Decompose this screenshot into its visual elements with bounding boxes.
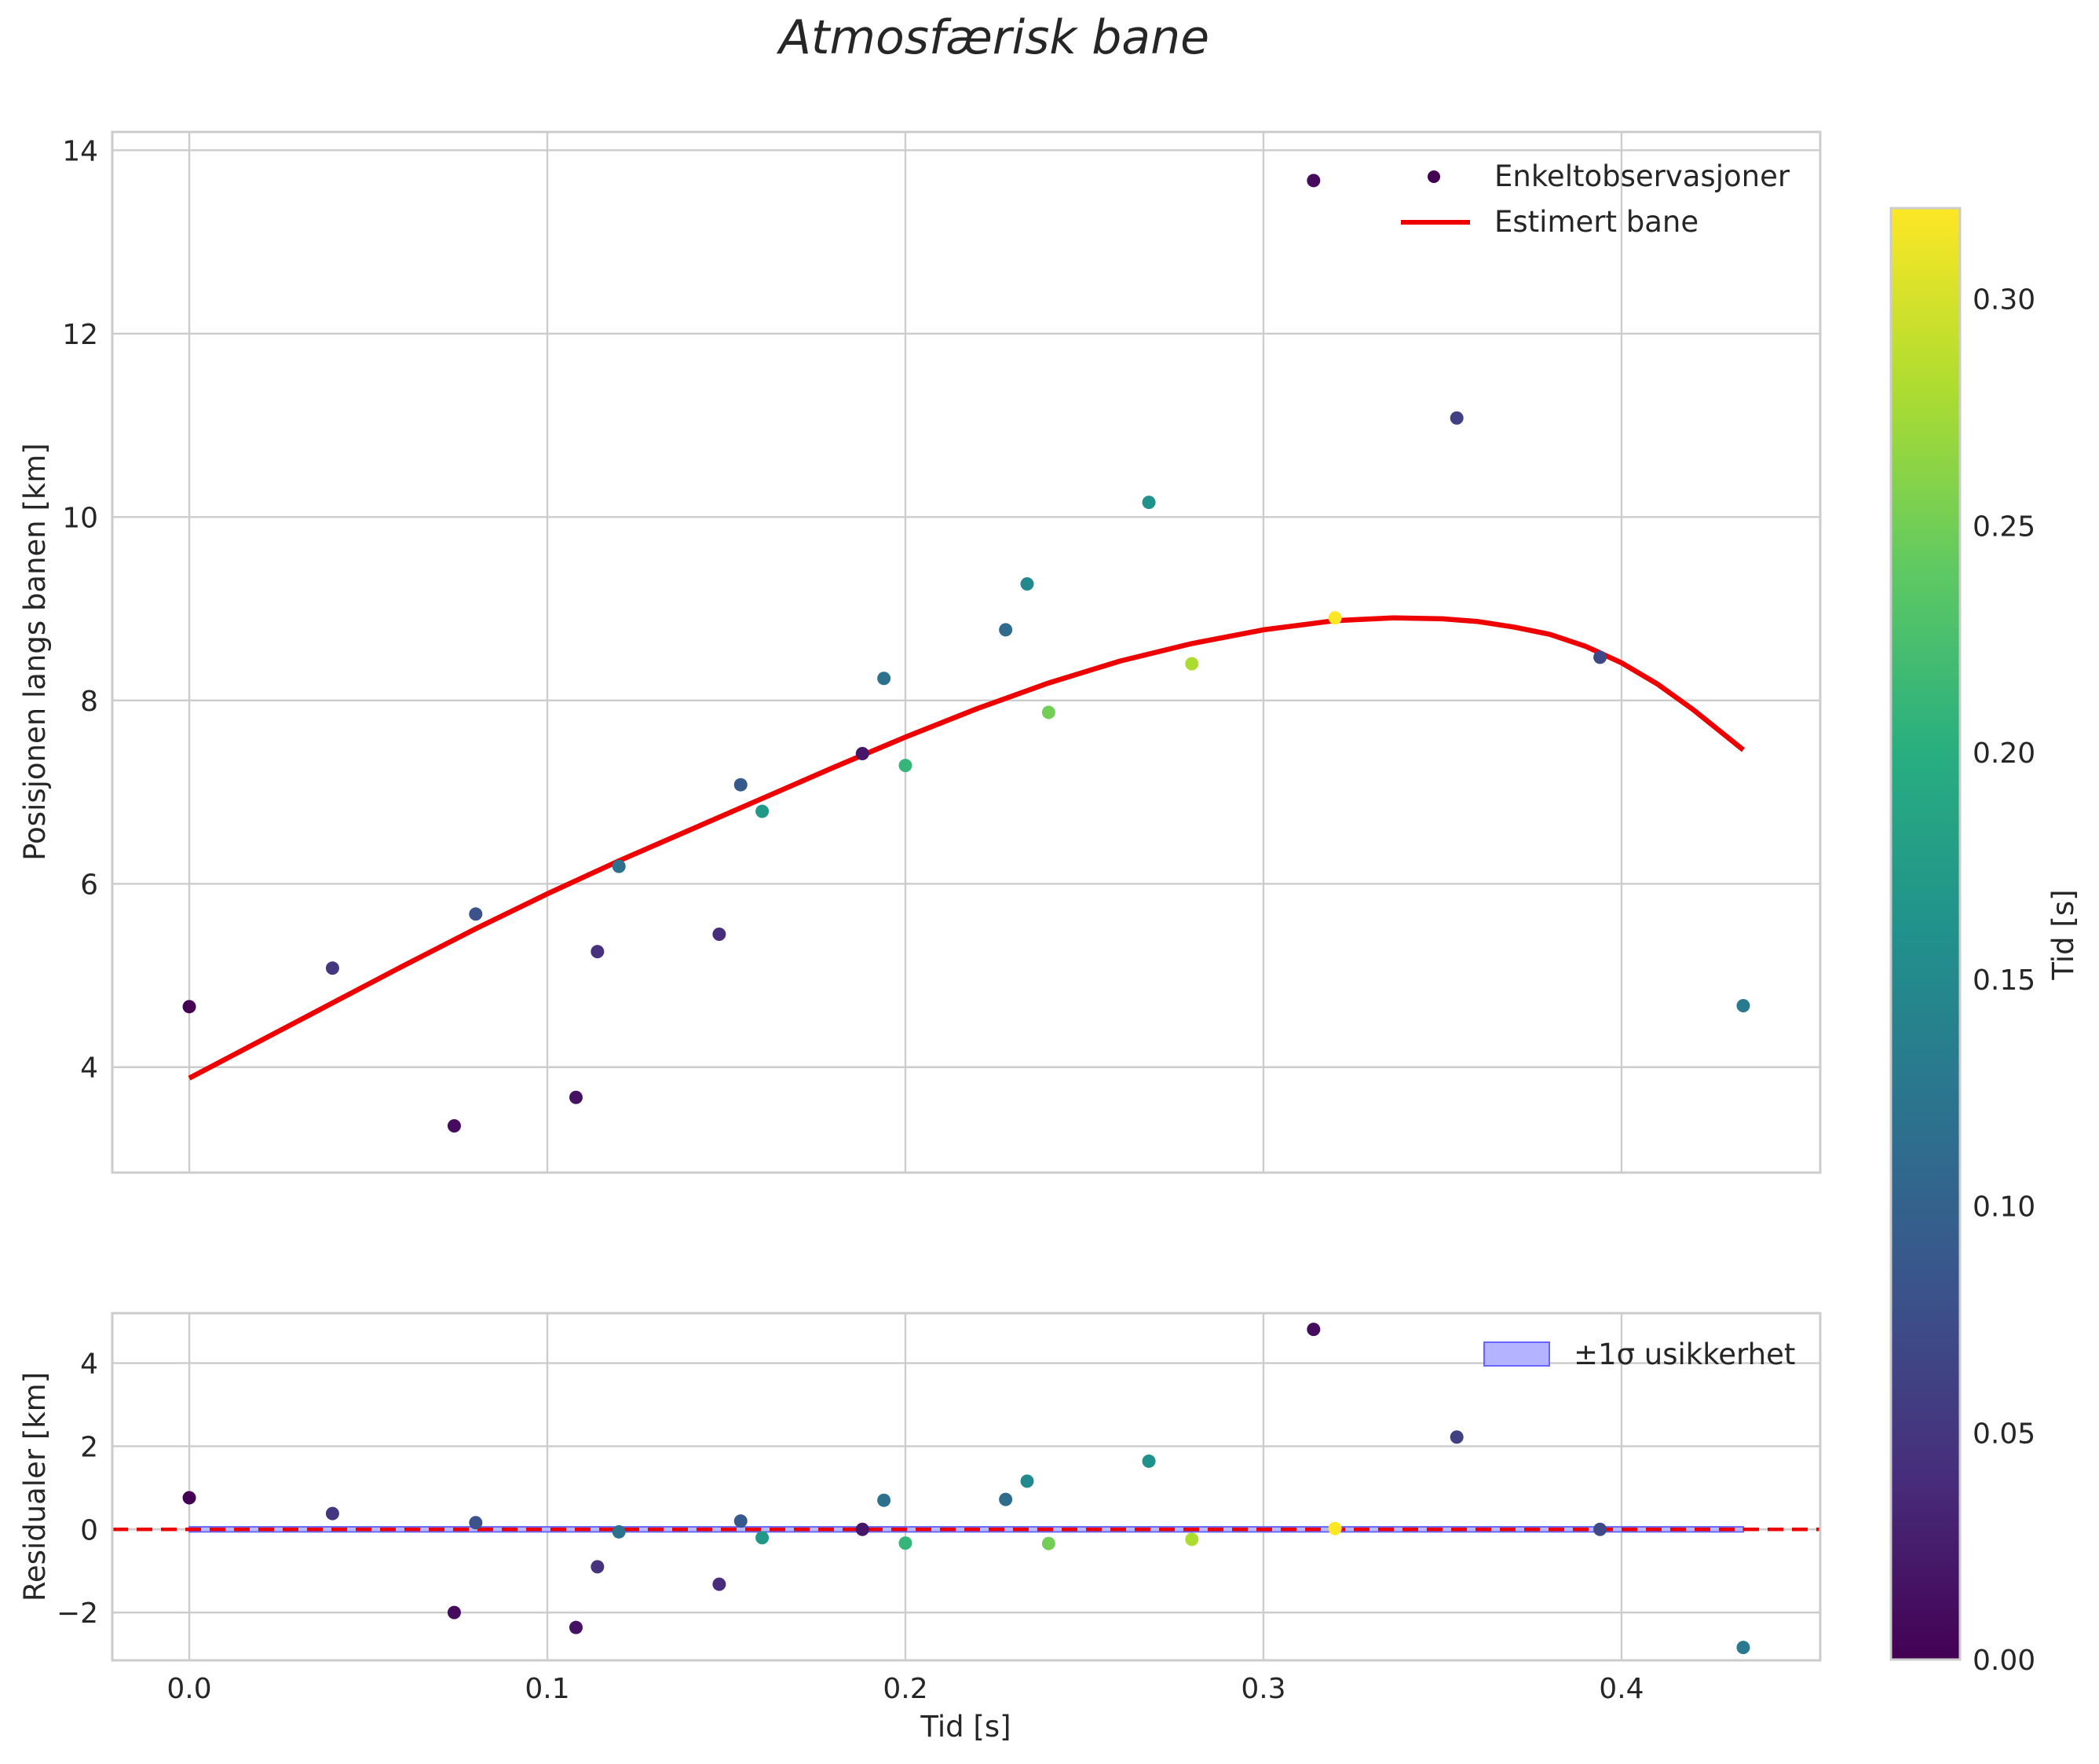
fit-line-group — [188, 615, 1746, 1081]
residual-grid — [112, 1313, 1820, 1660]
observation-point — [469, 907, 483, 921]
residual-point — [1307, 1323, 1321, 1337]
x-tick-label: 0.3 — [1241, 1673, 1285, 1705]
residual-point — [1185, 1532, 1199, 1546]
residual-legend: ±1σ usikkerhet — [1483, 1338, 1795, 1371]
residual-point — [1142, 1454, 1156, 1468]
observation-point — [733, 778, 748, 792]
legend-label-fit: Estimert bane — [1494, 205, 1699, 239]
observation-point — [1736, 999, 1750, 1013]
residual-point — [898, 1536, 912, 1550]
residual-point — [877, 1493, 891, 1507]
x-tick-label: 0.4 — [1599, 1673, 1644, 1705]
colorbar-tick-label: 0.10 — [1973, 1191, 2035, 1224]
residual-points — [182, 1323, 1750, 1655]
residual-point — [469, 1516, 483, 1530]
observation-point — [325, 961, 339, 975]
observation-point — [1020, 577, 1034, 591]
main-grid — [112, 132, 1820, 1173]
colorbar-tick-label: 0.30 — [1973, 284, 2035, 317]
colorbar-label: Tid [s] — [2046, 889, 2080, 980]
fit-line — [188, 615, 1746, 1081]
y-tick-label: −2 — [57, 1597, 98, 1630]
residual-point — [447, 1605, 461, 1619]
residual-point — [733, 1514, 748, 1528]
colorbar-tick-label: 0.05 — [1973, 1418, 2035, 1450]
colorbar-tick-label: 0.15 — [1973, 964, 2035, 997]
observation-point — [1041, 705, 1055, 719]
observation-point — [1328, 611, 1342, 625]
observation-point — [755, 804, 770, 818]
observation-point — [855, 746, 869, 760]
legend-label-observations: Enkeltobservasjoner — [1494, 159, 1790, 193]
legend-marker-band — [1483, 1341, 1550, 1367]
colorbar-gradient — [1889, 207, 1962, 1661]
y-tick-label: 12 — [62, 319, 98, 351]
observation-point — [1142, 496, 1156, 510]
legend-marker-observations — [1428, 170, 1440, 183]
residual-point — [1450, 1430, 1464, 1444]
observation-point — [1450, 411, 1464, 425]
colorbar-tick-labels: 0.00 0.05 0.10 0.15 0.20 0.25 0.30 — [1973, 284, 2035, 1678]
observation-point — [447, 1118, 461, 1133]
observation-point — [1185, 657, 1199, 671]
residual-point — [569, 1620, 583, 1634]
y-tick-label: 6 — [80, 869, 98, 901]
colorbar-tick-label: 0.20 — [1973, 737, 2035, 770]
y-tick-label: 10 — [62, 502, 98, 534]
residual-point — [755, 1531, 770, 1545]
residual-y-axis-label: Residualer [km] — [18, 1372, 52, 1601]
x-tick-label: 0.2 — [883, 1673, 927, 1705]
residual-point — [712, 1577, 726, 1591]
residual-point — [325, 1506, 339, 1521]
residual-plot-frame — [111, 1312, 1822, 1662]
observation-point — [1307, 174, 1321, 188]
observation-point — [877, 672, 891, 686]
y-tick-label: 2 — [80, 1431, 98, 1463]
y-tick-label: 4 — [80, 1349, 98, 1381]
residual-point — [1593, 1522, 1607, 1536]
y-tick-label: 14 — [62, 135, 98, 167]
observation-point — [712, 927, 726, 941]
residual-point — [1041, 1536, 1055, 1550]
residual-point — [612, 1524, 626, 1539]
colorbar-tick-label: 0.25 — [1973, 511, 2035, 543]
x-tick-label: 0.1 — [525, 1673, 569, 1705]
observation-point — [612, 859, 626, 873]
colorbar: 0.00 0.05 0.10 0.15 0.20 0.25 0.30 Tid [s] — [1889, 207, 2080, 1678]
x-axis-label: Tid [s] — [920, 1710, 1011, 1744]
residual-point — [182, 1491, 196, 1505]
residual-plot-panel: −2 0 2 4 0.0 0.1 0.2 0.3 0.4 Residualer [km] Tid… — [18, 1312, 1822, 1744]
y-tick-label: 4 — [80, 1052, 98, 1085]
main-y-axis-label: Posisjonen langs banen [km] — [18, 443, 52, 861]
residual-point — [1736, 1641, 1750, 1655]
main-plot-frame — [111, 130, 1822, 1174]
y-tick-label: 0 — [80, 1514, 98, 1546]
observation-point — [1593, 650, 1607, 664]
residual-point — [999, 1492, 1013, 1506]
residual-point — [855, 1522, 869, 1536]
x-tick-label: 0.0 — [166, 1673, 211, 1705]
observation-point — [182, 1000, 196, 1014]
colorbar-tick-label: 0.00 — [1973, 1645, 2035, 1677]
observation-point — [999, 623, 1013, 637]
main-legend: Enkeltobservasjoner Estimert bane — [1401, 159, 1790, 239]
residual-tick-labels: −2 0 2 4 0.0 0.1 0.2 0.3 0.4 — [57, 1349, 1644, 1705]
legend-label-band: ±1σ usikkerhet — [1574, 1338, 1795, 1371]
observation-points — [182, 174, 1750, 1133]
residual-point — [1328, 1521, 1342, 1535]
main-plot-panel: 4 6 8 10 12 14 Posisjonen langs banen [km] En… — [18, 130, 1822, 1174]
observation-point — [569, 1090, 583, 1104]
residual-point — [1020, 1474, 1034, 1488]
observation-point — [898, 759, 912, 773]
y-tick-label: 8 — [80, 686, 98, 718]
observation-point — [591, 945, 605, 959]
main-tick-labels: 4 6 8 10 12 14 — [62, 135, 98, 1084]
residual-point — [591, 1560, 605, 1574]
chart-title: Atmosfærisk bane — [776, 10, 1209, 65]
